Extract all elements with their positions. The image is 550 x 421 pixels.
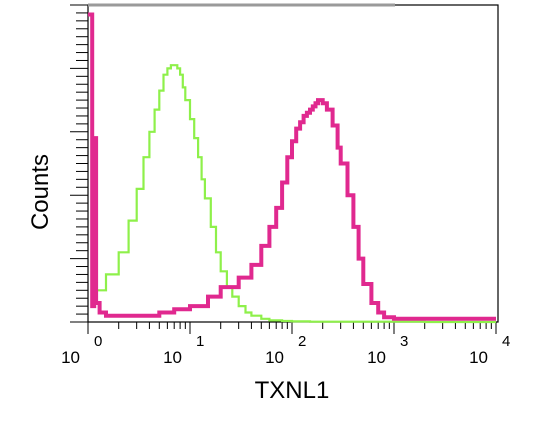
x-tick-label-base: 10 (367, 348, 386, 367)
plot-frame (87, 4, 499, 323)
x-tick-labels: 10 0 10 1 10 2 10 3 10 4 (61, 333, 510, 367)
x-tick-label-exponent: 3 (400, 333, 408, 350)
x-axis-ticks (87, 322, 497, 334)
x-tick-label-base: 10 (61, 348, 80, 367)
y-axis-ticks (70, 4, 88, 323)
series-layer (88, 12, 496, 324)
x-axis-label: TXNL1 (255, 377, 330, 404)
x-tick-label-exponent: 1 (196, 333, 204, 350)
x-tick-label-exponent: 4 (502, 333, 510, 350)
x-tick-label-exponent: 2 (298, 333, 306, 350)
y-axis-label: Counts (27, 154, 54, 230)
series-line-2 (88, 12, 496, 321)
x-tick-label-exponent: 0 (94, 333, 102, 350)
x-tick-label-base: 10 (469, 348, 488, 367)
series-line-1 (92, 64, 496, 324)
x-tick-label-base: 10 (163, 348, 182, 367)
x-tick-label-base: 10 (265, 348, 284, 367)
